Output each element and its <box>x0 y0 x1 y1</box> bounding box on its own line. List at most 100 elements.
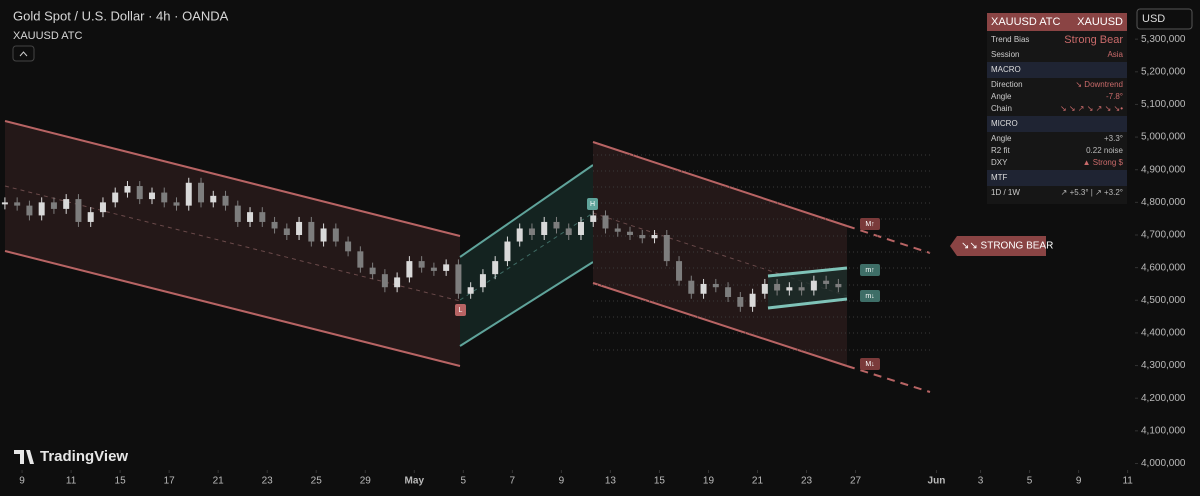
annotations: H L M↑ m↑ m↓ M↓ ↘↘ STRONG BEAR <box>455 198 1053 370</box>
candle-body <box>835 283 842 288</box>
candle-body <box>761 283 768 294</box>
channel-projection <box>846 365 931 393</box>
candle-body <box>148 192 155 200</box>
panel-value: +3.3° <box>1104 134 1123 143</box>
candle-body <box>504 241 511 262</box>
panel-key: Angle <box>991 134 1012 143</box>
panel-header <box>987 13 1127 31</box>
x-tick-label: 21 <box>752 476 764 487</box>
candle-body <box>676 261 683 281</box>
x-tick-label: 15 <box>654 476 666 487</box>
annotation-box <box>455 304 466 316</box>
candle-body <box>271 221 278 229</box>
candle-body <box>296 221 303 235</box>
channel-mid <box>4 185 461 302</box>
annotation: M↑ <box>865 221 874 228</box>
panel-section-label: MACRO <box>991 65 1021 74</box>
candle-body <box>479 274 486 288</box>
y-tick-label: 4,300,000 <box>1141 360 1186 371</box>
panel-key: Chain <box>991 104 1012 113</box>
candle-body <box>614 228 621 232</box>
candle-body <box>492 261 499 275</box>
candle-body <box>700 283 707 294</box>
candle-body <box>774 283 781 291</box>
panel-key: Trend Bias <box>991 35 1029 44</box>
candle-body <box>87 212 94 222</box>
candle-body <box>749 293 756 307</box>
macro-channel-2 <box>593 142 847 366</box>
y-tick-label: 4,900,000 <box>1141 164 1186 175</box>
panel-symbol: XAUUSD <box>1077 16 1123 28</box>
annotation-box <box>860 358 880 370</box>
candle-body <box>99 202 106 213</box>
x-tick-label: 9 <box>19 476 25 487</box>
candle-body <box>541 221 548 235</box>
x-tick-label: 17 <box>164 476 176 487</box>
x-tick-label: 9 <box>1076 476 1082 487</box>
currency-box[interactable] <box>1136 8 1193 30</box>
y-tick-label: 4,500,000 <box>1141 295 1186 306</box>
y-tick-label: 4,600,000 <box>1141 262 1186 273</box>
candle-body <box>798 287 805 291</box>
candle-body <box>332 228 339 242</box>
candle-body <box>38 202 45 216</box>
candle-body <box>406 261 413 278</box>
axes: 5,300,000 5,200,000 5,100,000 5,000,000 4,90… <box>19 34 1186 487</box>
candle-body <box>210 195 217 203</box>
candle-body <box>63 199 70 209</box>
micro-channel <box>768 268 847 308</box>
y-tick-label: 4,200,000 <box>1141 393 1186 404</box>
panel-key: Direction <box>991 80 1023 89</box>
panel-value: Asia <box>1107 50 1123 59</box>
candle-body <box>112 192 119 203</box>
candle-body <box>185 182 192 206</box>
candle-body <box>124 186 131 193</box>
y-tick-label: 4,000,000 <box>1141 458 1186 469</box>
x-tick-label: 29 <box>360 476 372 487</box>
candles <box>1 177 842 312</box>
panel-value: 0.22 noise <box>1086 146 1123 155</box>
candle-body <box>26 205 33 216</box>
annotation-box <box>860 218 880 230</box>
collapse-button[interactable] <box>12 45 35 62</box>
panel-title: XAUUSD ATC <box>991 16 1061 28</box>
channel-edge <box>767 297 848 310</box>
candle-body <box>627 231 634 235</box>
candle-body <box>443 264 450 271</box>
candle-body <box>357 251 364 268</box>
candle-body <box>737 297 744 307</box>
y-tick-label: 5,100,000 <box>1141 99 1186 110</box>
candle-body <box>639 235 646 239</box>
annotation: H <box>590 201 595 208</box>
candle-body <box>823 280 830 284</box>
x-tick-label: 15 <box>115 476 127 487</box>
x-tick-label: 11 <box>66 476 77 487</box>
annotation: m↓ <box>865 293 874 300</box>
x-tick-label: Jun <box>928 476 946 487</box>
candle-body <box>712 283 719 288</box>
annotation-box <box>587 198 598 210</box>
x-tick-label: 5 <box>1027 476 1033 487</box>
panel-section-label: MTF <box>991 173 1008 182</box>
panel-key: 1D / 1W <box>991 188 1020 197</box>
channel-projection <box>846 225 931 254</box>
candle-body <box>688 280 695 294</box>
collapse-icon <box>19 51 28 57</box>
candle-body <box>75 199 82 222</box>
panel-value: ▲ Strong $ <box>1083 158 1124 167</box>
panel-section <box>987 62 1127 78</box>
y-tick-label: 4,700,000 <box>1141 230 1186 241</box>
x-tick-label: 21 <box>213 476 225 487</box>
x-tick-label: 19 <box>703 476 715 487</box>
panel-value: Strong Bear <box>1064 34 1123 46</box>
annotation-box <box>860 290 880 302</box>
bias-label: ↘↘ STRONG BEAR <box>961 241 1053 252</box>
candle-body <box>602 215 609 229</box>
chart-subtitle: XAUUSD ATC <box>13 30 83 42</box>
candle-body <box>430 267 437 271</box>
channel-edge <box>592 282 848 367</box>
x-tick-label: 11 <box>1122 476 1133 487</box>
brand-logo <box>14 450 34 464</box>
candle-body <box>516 228 523 242</box>
